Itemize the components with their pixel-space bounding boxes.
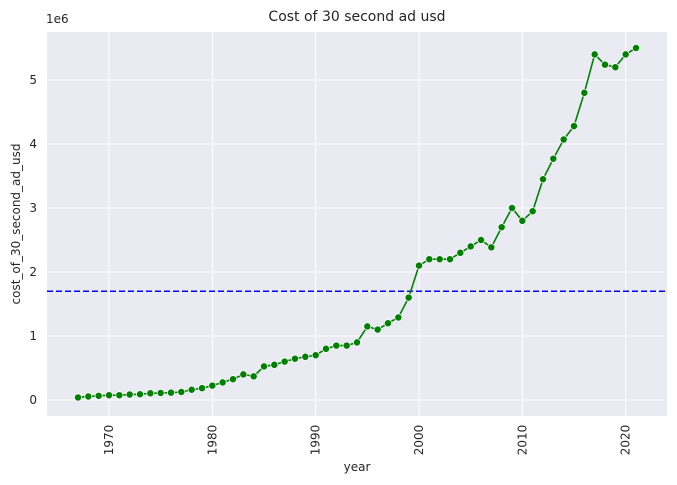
data-point	[136, 390, 144, 399]
data-point	[125, 390, 134, 399]
data-point	[146, 389, 155, 398]
data-point	[394, 313, 403, 322]
data-point	[84, 392, 93, 401]
data-point	[291, 354, 299, 363]
x-axis-label: year	[344, 460, 371, 474]
data-point	[229, 375, 237, 384]
data-point	[280, 357, 289, 366]
y-axis-ticks: 0 1 2 3 4 5	[29, 73, 37, 407]
data-point	[115, 391, 124, 400]
y-tick-label: 1	[29, 329, 37, 343]
y-tick-label: 0	[29, 393, 37, 407]
chart-title: Cost of 30 second ad usd	[268, 9, 445, 25]
plot-area	[47, 32, 667, 416]
data-point	[590, 50, 599, 59]
x-tick-label: 2020	[619, 425, 633, 456]
y-tick-label: 5	[29, 73, 37, 87]
data-point	[435, 255, 444, 264]
data-point	[404, 293, 413, 302]
data-point	[363, 322, 372, 331]
y-axis-label: cost_of_30_second_ad_usd	[9, 144, 23, 305]
data-point	[466, 242, 475, 251]
data-point	[415, 261, 423, 270]
y-offset-label: 1e6	[46, 12, 69, 26]
data-point	[198, 384, 206, 393]
data-point	[601, 60, 609, 69]
data-point	[270, 360, 279, 369]
data-point	[167, 388, 175, 397]
data-point	[249, 372, 258, 381]
data-point	[301, 352, 310, 361]
data-point	[208, 381, 217, 390]
data-point	[477, 236, 485, 244]
data-point	[559, 135, 568, 144]
data-point	[518, 216, 527, 225]
data-point	[621, 50, 630, 59]
data-point	[632, 44, 640, 52]
data-point	[156, 389, 165, 397]
data-point	[260, 362, 268, 371]
data-point	[384, 319, 392, 328]
y-tick-label: 4	[29, 137, 37, 151]
data-point	[322, 344, 330, 353]
x-tick-label: 2000	[412, 425, 426, 456]
data-point	[342, 341, 351, 350]
data-point	[218, 378, 227, 387]
data-point	[528, 207, 537, 216]
data-point	[570, 122, 578, 131]
data-point	[353, 338, 361, 347]
data-point	[105, 391, 113, 400]
data-point	[94, 391, 103, 400]
data-point	[487, 243, 496, 252]
data-point	[311, 351, 320, 360]
data-point	[74, 393, 82, 402]
data-point	[239, 370, 248, 379]
data-point	[497, 223, 506, 232]
data-point	[539, 175, 547, 184]
data-point	[456, 248, 465, 257]
data-point	[332, 341, 341, 350]
data-point	[611, 63, 620, 72]
data-point	[425, 255, 434, 264]
data-point	[549, 154, 558, 163]
data-point	[508, 204, 516, 212]
data-point	[580, 88, 589, 97]
x-tick-label: 1980	[205, 425, 219, 456]
data-point	[177, 388, 186, 396]
data-point	[187, 385, 196, 394]
y-tick-label: 2	[29, 265, 37, 279]
y-tick-label: 3	[29, 201, 37, 215]
data-point	[373, 325, 382, 334]
x-tick-label: 1990	[309, 425, 323, 456]
series-cost	[74, 44, 640, 402]
x-axis-ticks: 1970 1980 1990 2000 2010 2020	[102, 425, 633, 456]
x-tick-label: 1970	[102, 425, 116, 456]
x-tick-label: 2010	[515, 425, 529, 456]
data-point	[446, 255, 454, 264]
